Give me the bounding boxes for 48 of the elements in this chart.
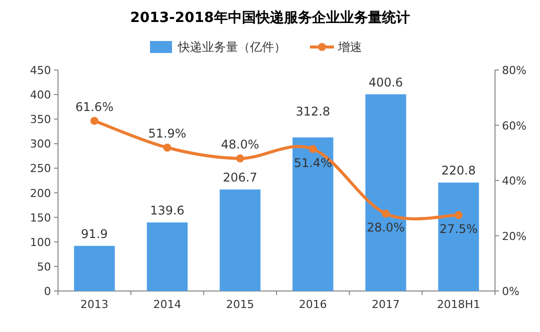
data-label: 51.9% bbox=[148, 126, 186, 141]
y-tick-label: 150 bbox=[30, 211, 51, 224]
data-label: 91.9 bbox=[81, 226, 108, 241]
y2-tick-label: 0% bbox=[502, 285, 520, 298]
y-tick-label: 250 bbox=[30, 162, 51, 176]
y2-tick-label: 40% bbox=[502, 174, 526, 188]
x-tick-label: 2015 bbox=[226, 298, 254, 311]
point bbox=[90, 116, 98, 125]
point bbox=[382, 210, 390, 218]
point bbox=[308, 145, 317, 154]
y-tick-label: 350 bbox=[30, 113, 51, 126]
y-tick-label: 50 bbox=[37, 260, 51, 274]
data-label: 51.4% bbox=[294, 156, 332, 170]
data-label: 61.6% bbox=[75, 100, 114, 114]
bar bbox=[365, 94, 406, 291]
bar bbox=[146, 222, 188, 291]
bar bbox=[74, 246, 115, 291]
point bbox=[454, 211, 463, 220]
data-label: 220.8 bbox=[441, 164, 476, 178]
data-label: 28.0% bbox=[366, 220, 405, 235]
y2-tick-label: 80% bbox=[502, 64, 526, 77]
bar bbox=[438, 182, 479, 291]
x-tick-label: 2013 bbox=[80, 298, 108, 311]
data-label: 27.5% bbox=[440, 222, 478, 236]
y-tick-label: 300 bbox=[30, 138, 51, 151]
data-label: 206.7 bbox=[222, 170, 258, 184]
x-tick-label: 2016 bbox=[298, 298, 327, 311]
legend-label: 增速 bbox=[337, 40, 362, 54]
x-tick-label: 2014 bbox=[153, 298, 182, 311]
y-tick-label: 0 bbox=[44, 285, 51, 298]
y-tick-label: 400 bbox=[30, 88, 51, 102]
data-label: 139.6 bbox=[150, 203, 184, 218]
point bbox=[236, 154, 244, 162]
data-label: 312.8 bbox=[296, 104, 330, 118]
data-label: 48.0% bbox=[221, 137, 260, 152]
legend-label: 快递业务量（亿件） bbox=[177, 40, 286, 54]
bar bbox=[292, 137, 334, 291]
x-tick-label: 2018H1 bbox=[436, 298, 480, 311]
y2-tick-label: 20% bbox=[502, 230, 526, 243]
y-tick-label: 200 bbox=[30, 186, 51, 200]
y-tick-label: 100 bbox=[30, 236, 51, 249]
bar bbox=[220, 189, 260, 291]
point bbox=[163, 144, 172, 152]
chart-title: 2013-2018年中国快递服务企业业务量统计 bbox=[130, 9, 410, 26]
data-label: 400.6 bbox=[368, 75, 403, 90]
y-tick-label: 450 bbox=[30, 64, 51, 77]
x-tick-label: 2017 bbox=[372, 298, 400, 311]
y2-tick-label: 60% bbox=[502, 119, 526, 132]
